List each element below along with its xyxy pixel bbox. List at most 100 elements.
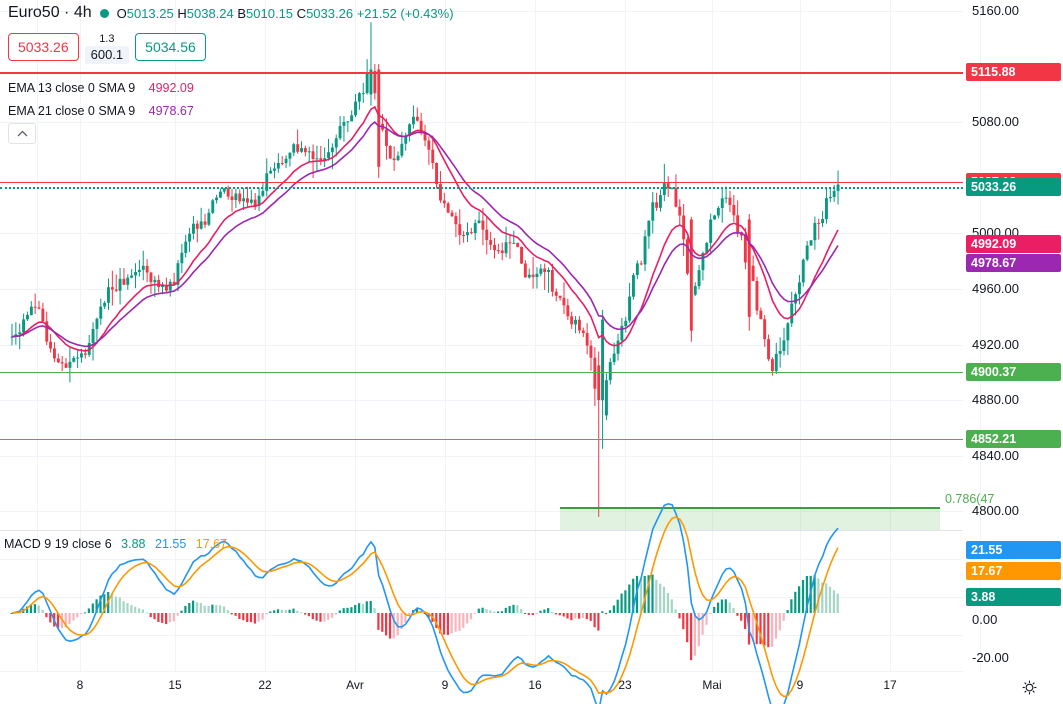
gridline-h — [0, 289, 963, 290]
time-tick-label: 9 — [796, 678, 804, 692]
candle-body — [635, 263, 639, 275]
macd-histogram-bar — [280, 609, 283, 613]
macd-histogram-bar — [732, 608, 735, 613]
time-tick-label: 16 — [528, 678, 542, 692]
candle-body — [165, 285, 168, 291]
macd-histogram-bar — [358, 603, 361, 613]
bid-price-box[interactable]: 5033.26 — [8, 33, 79, 61]
bid-ask-widget: 5033.26 1.3 600.1 5034.56 — [8, 33, 206, 64]
price-tick-label: 4960.00 — [972, 281, 1019, 296]
candle-body — [798, 282, 801, 295]
macd-histogram-bar — [284, 610, 287, 613]
candle-body — [288, 152, 292, 159]
ask-price-box[interactable]: 5034.56 — [135, 33, 206, 61]
macd-histogram-bar — [462, 613, 465, 628]
macd-histogram-bar — [226, 610, 229, 613]
candle-body — [180, 252, 184, 264]
level-line[interactable] — [0, 371, 963, 374]
candle-body — [234, 193, 238, 200]
candle-body — [354, 101, 357, 116]
candle-body — [597, 365, 601, 401]
level-line[interactable] — [0, 187, 963, 190]
macd-chart-pane[interactable] — [0, 502, 963, 704]
macd-histogram-bar — [632, 578, 635, 613]
candle-body — [126, 277, 130, 285]
macd-histogram-bar — [327, 613, 330, 620]
candle-body — [99, 306, 103, 319]
candle-body — [485, 229, 489, 241]
candle-body — [396, 155, 400, 161]
macd-histogram-bar — [408, 613, 411, 616]
macd-histogram-bar — [744, 613, 747, 629]
macd-histogram-bar — [103, 594, 106, 613]
candle-body — [801, 259, 805, 283]
price-chart-pane[interactable] — [0, 0, 963, 528]
candle-body — [585, 333, 589, 346]
gridline-h — [0, 635, 963, 636]
macd-histogram-bar — [570, 613, 573, 621]
macd-histogram-bar — [122, 601, 125, 613]
macd-histogram-bar — [508, 606, 511, 613]
candle-body — [570, 316, 574, 325]
macd-histogram-bar — [728, 602, 731, 613]
price-tick-label: 5080.00 — [972, 114, 1019, 130]
level-line[interactable] — [0, 181, 963, 184]
candle-body — [581, 330, 585, 333]
candle-body — [211, 200, 215, 213]
candle-body — [821, 219, 824, 224]
candle-body — [825, 198, 828, 220]
collapse-legend-button[interactable] — [8, 123, 36, 144]
symbol-title[interactable]: Euro50 · 4h — [8, 4, 92, 21]
candle-body — [404, 135, 408, 144]
candle-body — [809, 240, 813, 246]
candle-body — [22, 319, 25, 333]
macd-histogram-bar — [466, 613, 469, 624]
macd-histogram-bar — [29, 604, 33, 613]
indicator-legend-ema21[interactable]: EMA 21 close 0 SMA 9 4978.67 — [8, 104, 194, 118]
macd-histogram-bar — [473, 613, 476, 614]
macd-histogram-bar — [705, 613, 708, 625]
macd-histogram-bar — [485, 609, 488, 613]
indicator-legend-ema13[interactable]: EMA 13 close 0 SMA 9 4992.09 — [8, 81, 194, 95]
macd-histogram-bar — [165, 613, 168, 625]
macd-histogram-bar — [369, 601, 372, 613]
candle-body — [392, 158, 396, 161]
candle-body — [504, 242, 508, 254]
chart-settings-button[interactable] — [1022, 680, 1037, 695]
level-line[interactable] — [0, 72, 963, 74]
candle-body — [666, 183, 670, 189]
candle-body — [284, 158, 288, 164]
candle-body — [37, 307, 41, 309]
spread-widget: 1.3 600.1 — [79, 33, 136, 64]
macd-histogram-bar — [778, 613, 781, 631]
macd-histogram-bar — [832, 590, 835, 613]
macd-histogram-bar — [720, 599, 723, 613]
candle-body — [674, 188, 678, 207]
macd-histogram-bar — [350, 607, 353, 613]
macd-histogram-bar — [581, 613, 585, 618]
macd-histogram-bar — [713, 606, 716, 613]
time-tick-label: 15 — [168, 678, 182, 692]
macd-histogram-bar — [300, 612, 303, 614]
macd-legend[interactable]: MACD 9 19 close 6 3.88 21.55 17.67 — [4, 537, 227, 551]
candle-body — [103, 302, 107, 307]
level-line[interactable] — [0, 438, 963, 441]
macd-histogram-bar — [265, 613, 268, 615]
macd-histogram-bar — [342, 608, 345, 613]
candle-body — [60, 362, 64, 364]
macd-histogram-bar — [701, 613, 704, 635]
macd-histogram-bar — [153, 613, 156, 620]
macd-histogram-bar — [782, 613, 785, 621]
macd-histogram-bar — [647, 575, 650, 613]
candle-body — [388, 145, 392, 159]
macd-histogram-bar — [296, 610, 299, 613]
macd-histogram-bar — [593, 613, 596, 628]
macd-histogram-bar — [323, 613, 326, 622]
macd-histogram-bar — [26, 606, 29, 613]
ema13-value: 4992.09 — [148, 81, 194, 95]
candle-body — [83, 353, 87, 355]
gridline-v — [445, 0, 446, 672]
macd-histogram-bar — [786, 610, 789, 613]
gridline-v — [37, 0, 38, 672]
macd-panel-divider — [0, 530, 963, 531]
